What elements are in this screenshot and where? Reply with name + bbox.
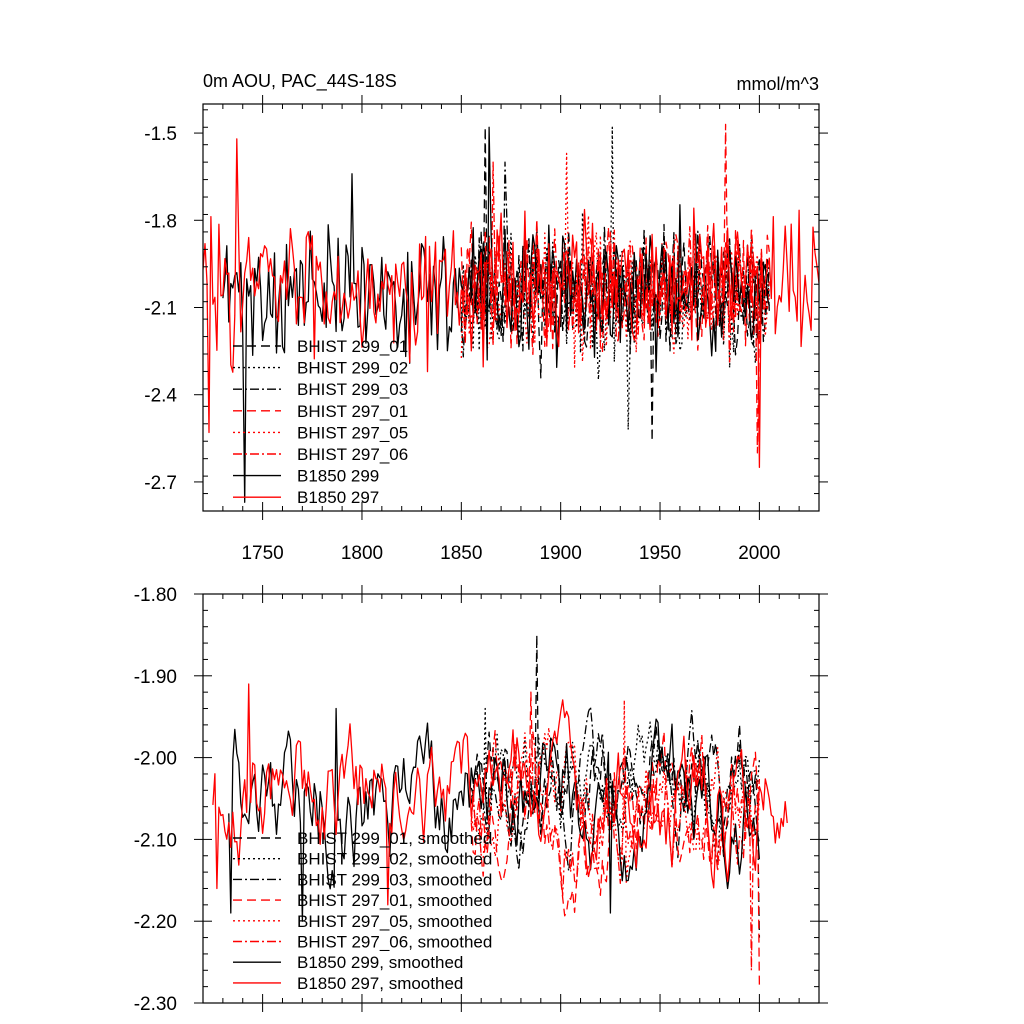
y-tick-label: -1.80 <box>134 585 177 606</box>
legend-entry: BHIST 299_03, smoothed <box>297 870 492 889</box>
plot-frame <box>202 593 820 1004</box>
legend-entry: BHIST 299_02 <box>297 359 408 378</box>
x-tick-label: 1900 <box>540 543 582 564</box>
x-tick-label: 1950 <box>639 543 681 564</box>
legend: BHIST 299_01, smoothed BHIST 299_02, smoo… <box>233 829 492 993</box>
top-panel: 1750 1800 1850 1900 1950 2000 -1.5 -1.8 -2.1 -2.4… <box>144 71 828 564</box>
units-label: mmol/m^3 <box>737 74 819 94</box>
legend-entry: B1850 299 <box>297 467 379 486</box>
legend-entry: BHIST 297_06 <box>297 445 408 464</box>
series-line-bhist-299-01-smoothed <box>470 634 761 938</box>
legend-entry: BHIST 297_05 <box>297 423 408 442</box>
y-tick-label: -2.1 <box>144 299 177 320</box>
series-line-bhist-297-01 <box>460 123 770 454</box>
y-tick-label: -2.7 <box>144 473 177 494</box>
y-tick-label: -1.8 <box>144 211 177 232</box>
series-group <box>203 123 819 503</box>
chart-title: 0m AOU, PAC_44S-18S <box>203 71 397 92</box>
legend-entry: BHIST 299_02, smoothed <box>297 850 492 869</box>
legend-entry: BHIST 297_01, smoothed <box>297 891 492 910</box>
legend-entry: BHIST 297_06, smoothed <box>297 933 492 952</box>
series-group <box>212 634 788 987</box>
legend-entry: BHIST 297_01 <box>297 402 408 421</box>
y-tick-label: -2.10 <box>134 830 177 851</box>
series-line-bhist-299-02 <box>460 126 770 431</box>
series-line-b1850-297 <box>203 138 819 469</box>
x-tick-label: 1850 <box>440 543 482 564</box>
y-tick-label: -2.00 <box>134 749 177 770</box>
y-tick-label: -2.30 <box>134 994 177 1015</box>
series-line-b1850-299-smoothed <box>228 707 761 922</box>
legend: BHIST 299_01 BHIST 299_02 BHIST 299_03 BHIS… <box>233 337 408 507</box>
x-tick-label: 1750 <box>241 543 283 564</box>
y-tick-label: -1.90 <box>134 667 177 688</box>
legend-entry: BHIST 299_01 <box>297 337 408 356</box>
y-tick-label: -2.4 <box>144 386 177 407</box>
x-tick-label: 2000 <box>738 543 780 564</box>
y-tick-label: -2.20 <box>134 912 177 933</box>
y-tick-label: -1.5 <box>144 124 177 145</box>
legend-entry: BHIST 299_01, smoothed <box>297 829 492 848</box>
legend-entry: B1850 297 <box>297 488 379 507</box>
series-line-b1850-297-smoothed <box>212 683 788 906</box>
legend-entry: B1850 299, smoothed <box>297 953 463 972</box>
bottom-panel: -1.80 -1.90 -2.00 -2.10 -2.20 -2.30 BHIST 299_… <box>134 585 828 1015</box>
legend-entry: BHIST 297_05, smoothed <box>297 912 492 931</box>
legend-entry: B1850 297, smoothed <box>297 974 463 993</box>
legend-entry: BHIST 299_03 <box>297 380 408 399</box>
x-tick-label: 1800 <box>341 543 383 564</box>
